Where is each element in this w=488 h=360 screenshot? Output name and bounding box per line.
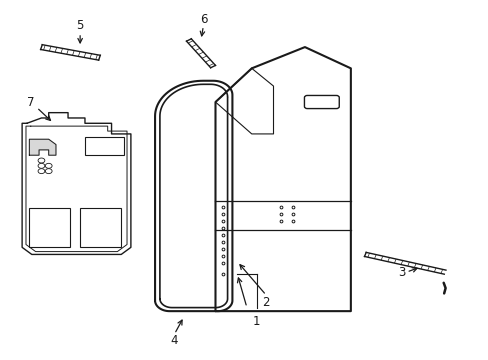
Bar [80,208,121,247]
Circle shape [38,163,45,168]
FancyBboxPatch shape [304,95,339,109]
Text: 5: 5 [76,19,83,32]
Text: 4: 4 [170,334,178,347]
Bar [29,208,70,247]
Text: 7: 7 [27,95,35,108]
Circle shape [45,163,52,168]
Circle shape [38,158,45,163]
Text: 1: 1 [252,315,260,328]
Text: 2: 2 [262,296,269,309]
Circle shape [38,168,45,174]
Text: 6: 6 [199,13,207,26]
Polygon shape [29,139,56,155]
Circle shape [45,168,52,174]
Text: 3: 3 [397,266,405,279]
Bar [85,138,123,155]
